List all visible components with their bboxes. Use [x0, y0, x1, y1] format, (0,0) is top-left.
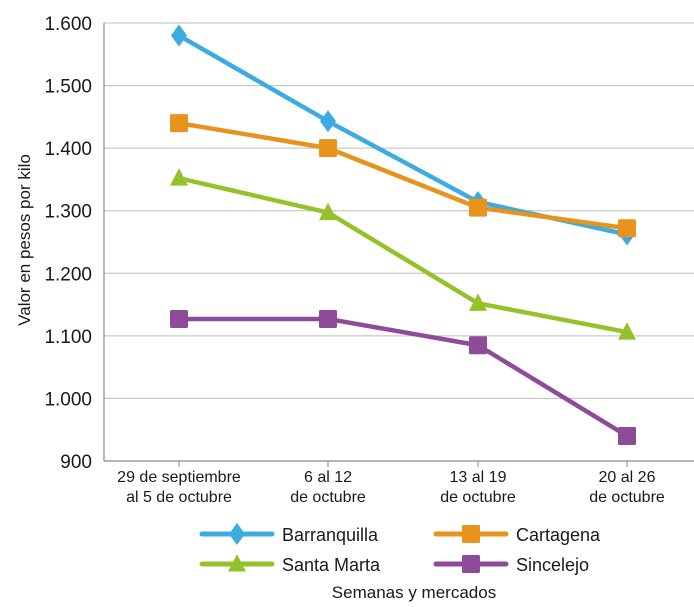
- series-cartagena: [170, 114, 636, 238]
- data-point: [469, 293, 487, 311]
- x-tick-label: 6 al 12: [304, 469, 352, 486]
- legend-marker: [462, 555, 480, 573]
- x-tick-label: al 5 de octubre: [126, 489, 232, 506]
- y-tick-label: 1.100: [44, 327, 92, 348]
- data-point: [320, 110, 336, 133]
- data-point: [469, 198, 487, 217]
- series-group: [170, 24, 636, 445]
- data-point: [618, 426, 636, 445]
- data-point: [170, 168, 188, 186]
- data-point: [319, 309, 337, 328]
- x-tick-label: 13 al 19: [450, 469, 507, 486]
- y-tick-label: 1.000: [44, 389, 92, 410]
- data-point: [170, 309, 188, 328]
- series-line: [176, 120, 630, 231]
- x-tick-label: 29 de septiembre: [117, 469, 241, 486]
- data-point: [618, 322, 636, 340]
- legend: Barranquilla Cartagena Santa Marta Sincelej…: [199, 523, 601, 575]
- legend-item: Cartagena: [433, 525, 601, 545]
- y-axis-ticks: 900 1.000 1.100 1.200 1.300 1.400 1.500 1.600: [44, 14, 92, 473]
- x-axis-label: Semanas y mercados: [332, 583, 496, 602]
- legend-marker: [462, 525, 480, 543]
- data-point: [618, 219, 636, 238]
- legend-marker: [229, 523, 245, 545]
- x-axis: 29 de septiembre al 5 de octubre 6 al 12 de…: [117, 461, 665, 506]
- x-tick-label: de octubre: [290, 489, 366, 506]
- legend-item: Sincelejo: [433, 555, 589, 575]
- y-tick-label: 1.500: [44, 77, 92, 98]
- legend-label: Sincelejo: [516, 555, 589, 575]
- y-tick-label: 1.300: [44, 202, 92, 223]
- legend-item: Santa Marta: [199, 554, 381, 575]
- y-tick-label: 900: [60, 452, 92, 473]
- legend-marker: [228, 554, 246, 572]
- series-santa-marta: [170, 168, 636, 340]
- y-tick-label: 1.200: [44, 264, 92, 285]
- y-axis-label: Valor en pesos por kilo: [15, 154, 34, 326]
- data-point: [469, 336, 487, 355]
- legend-label: Barranquilla: [282, 525, 379, 545]
- data-point: [171, 24, 187, 47]
- y-tick-label: 1.600: [44, 14, 92, 35]
- series-line: [176, 175, 630, 335]
- x-tick-label: de octubre: [440, 489, 516, 506]
- legend-label: Cartagena: [516, 525, 601, 545]
- data-point: [319, 139, 337, 158]
- x-tick-label: de octubre: [589, 489, 665, 506]
- legend-item: Barranquilla: [199, 523, 379, 545]
- series-line: [176, 316, 630, 439]
- data-point: [319, 202, 337, 221]
- x-tick-label: 20 al 26: [599, 469, 656, 486]
- gridlines: [103, 22, 694, 462]
- series-sincelejo: [170, 309, 636, 445]
- y-tick-label: 1.400: [44, 139, 92, 160]
- data-point: [170, 114, 188, 133]
- legend-label: Santa Marta: [282, 555, 381, 575]
